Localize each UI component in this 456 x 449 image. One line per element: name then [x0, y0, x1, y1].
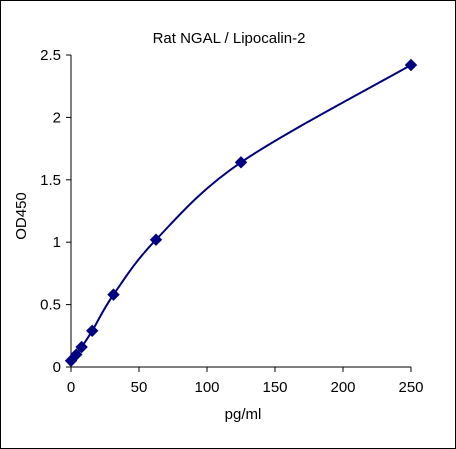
y-axis-label: OD450	[13, 192, 30, 240]
data-point-marker	[70, 348, 83, 361]
x-tick-label: 100	[194, 379, 219, 396]
y-tick-label: 0	[53, 359, 61, 376]
x-tick-label: 250	[398, 379, 423, 396]
y-tick-label: 0.5	[40, 297, 61, 314]
data-point-marker	[107, 288, 120, 301]
y-tick-label: 2	[53, 109, 61, 126]
plot-area: 0 0.5 1 1.5 2 2.5 0 50 100 150 200 250	[40, 47, 423, 396]
fitted-curve	[70, 64, 412, 362]
data-point-marker	[149, 233, 163, 246]
x-tick-label: 0	[67, 379, 75, 396]
y-tick-label: 2.5	[40, 47, 61, 64]
x-axis-label: pg/ml	[225, 406, 262, 423]
chart-title: Rat NGAL / Lipocalin-2	[153, 30, 306, 47]
y-tick-label: 1	[53, 234, 61, 251]
data-point-marker	[86, 324, 99, 338]
data-point-marker	[404, 58, 418, 72]
x-tick-label: 150	[262, 379, 287, 396]
y-tick-label: 1.5	[40, 172, 61, 189]
data-point-marker	[234, 156, 248, 169]
x-tick-label: 200	[330, 379, 355, 396]
x-tick-label: 50	[131, 379, 148, 396]
data-point-marker	[75, 340, 88, 354]
